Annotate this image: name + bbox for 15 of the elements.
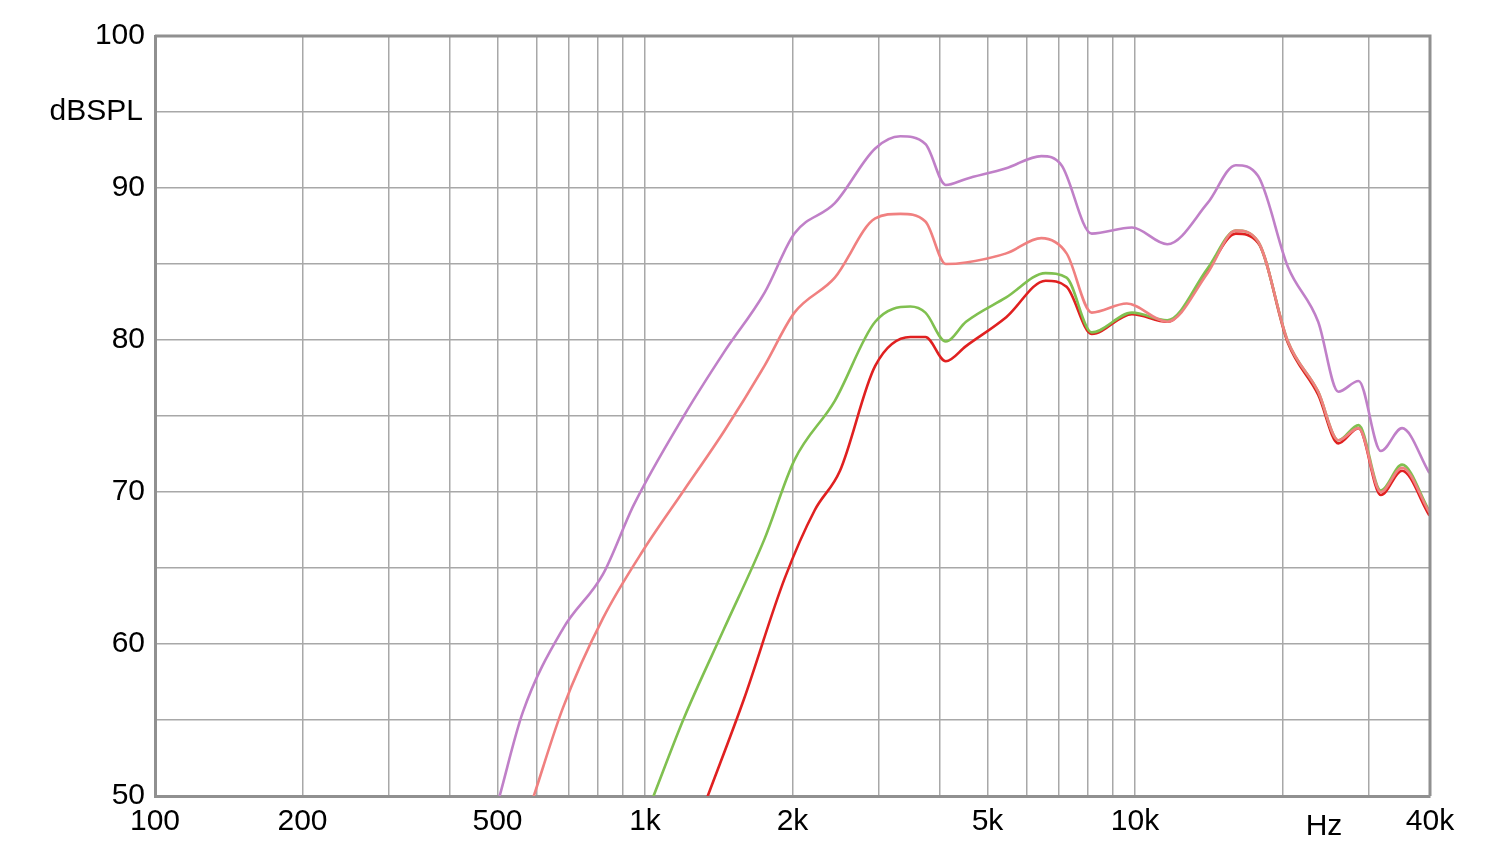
x-tick-label: 2k bbox=[776, 803, 810, 837]
y-tick-label: 100 bbox=[94, 17, 145, 51]
y-tick-label: 50 bbox=[111, 777, 145, 811]
x-tick-label: 10k bbox=[1110, 803, 1161, 837]
y-tick-label: 70 bbox=[111, 473, 145, 507]
y-tick-label: 80 bbox=[111, 321, 145, 355]
x-tick-label: 200 bbox=[277, 803, 328, 837]
x-tick-label: 500 bbox=[472, 803, 523, 837]
x-tick-label: 40k bbox=[1405, 803, 1456, 837]
x-tick-label: 5k bbox=[971, 803, 1005, 837]
x-tick-label: 1k bbox=[629, 803, 662, 837]
y-tick-label: 90 bbox=[111, 169, 145, 203]
y-tick-label: 60 bbox=[111, 625, 145, 659]
y-axis-title: dBSPL bbox=[49, 93, 143, 127]
x-axis-title: Hz bbox=[1305, 808, 1343, 842]
